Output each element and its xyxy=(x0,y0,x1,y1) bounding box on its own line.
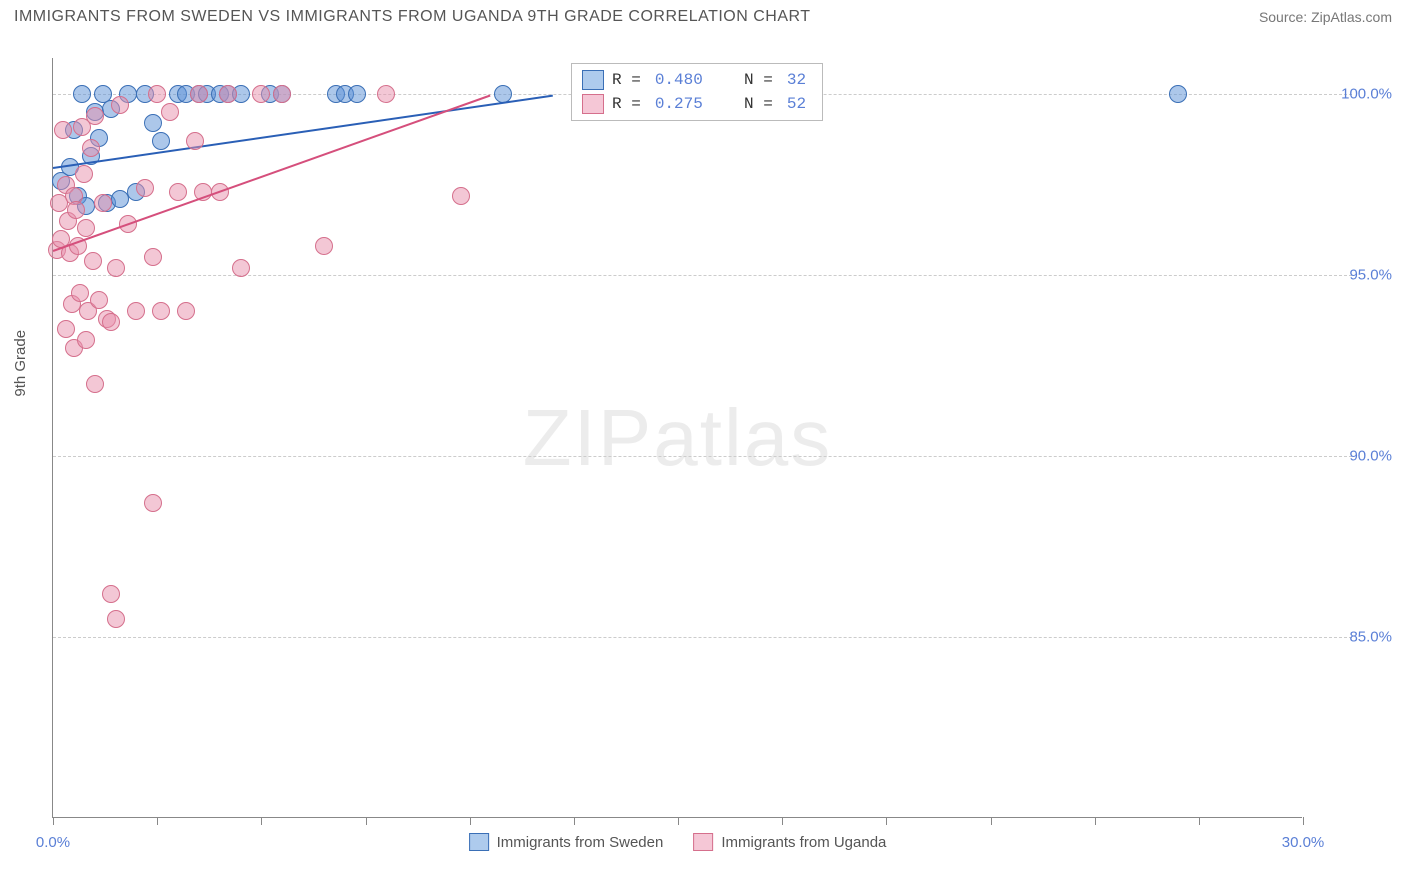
x-tick xyxy=(1303,817,1304,825)
x-tick-label: 0.0% xyxy=(36,834,70,851)
legend: Immigrants from Sweden Immigrants from Ug… xyxy=(469,833,887,851)
y-tick-label: 90.0% xyxy=(1349,448,1392,465)
x-tick xyxy=(53,817,54,825)
data-point xyxy=(86,107,104,125)
data-point xyxy=(219,85,237,103)
legend-item: Immigrants from Uganda xyxy=(693,833,886,851)
data-point xyxy=(107,259,125,277)
data-point xyxy=(169,183,187,201)
n-label: N = xyxy=(744,95,773,113)
series-swatch-icon xyxy=(582,94,604,114)
data-point xyxy=(54,121,72,139)
data-point xyxy=(75,165,93,183)
x-tick xyxy=(261,817,262,825)
data-point xyxy=(71,284,89,302)
data-point xyxy=(94,194,112,212)
data-point xyxy=(90,291,108,309)
scatter-chart: ZIPatlas 85.0%90.0%95.0%100.0%0.0%30.0%R… xyxy=(52,58,1302,818)
data-point xyxy=(273,85,291,103)
y-axis-label: 9th Grade xyxy=(12,330,29,397)
stat-row: R = 0.480 N = 32 xyxy=(582,68,812,92)
data-point xyxy=(82,139,100,157)
gridline xyxy=(53,275,1352,276)
chart-title: IMMIGRANTS FROM SWEDEN VS IMMIGRANTS FRO… xyxy=(14,8,811,26)
x-tick xyxy=(157,817,158,825)
y-tick-label: 95.0% xyxy=(1349,267,1392,284)
legend-swatch-icon xyxy=(469,833,489,851)
x-tick xyxy=(1199,817,1200,825)
data-point xyxy=(252,85,270,103)
data-point xyxy=(77,331,95,349)
x-tick xyxy=(782,817,783,825)
x-tick xyxy=(886,817,887,825)
data-point xyxy=(452,187,470,205)
data-point xyxy=(111,96,129,114)
data-point xyxy=(67,201,85,219)
data-point xyxy=(144,114,162,132)
data-point xyxy=(348,85,366,103)
gridline xyxy=(53,637,1352,638)
data-point xyxy=(177,302,195,320)
data-point xyxy=(102,313,120,331)
chart-header: IMMIGRANTS FROM SWEDEN VS IMMIGRANTS FRO… xyxy=(0,0,1406,32)
legend-label: Immigrants from Sweden xyxy=(497,834,664,851)
n-label: N = xyxy=(744,71,773,89)
data-point xyxy=(57,320,75,338)
chart-source: Source: ZipAtlas.com xyxy=(1259,9,1392,25)
x-tick xyxy=(678,817,679,825)
legend-swatch-icon xyxy=(693,833,713,851)
trend-line xyxy=(53,94,491,252)
data-point xyxy=(111,190,129,208)
data-point xyxy=(152,302,170,320)
r-label: R = xyxy=(612,95,641,113)
data-point xyxy=(148,85,166,103)
y-tick-label: 100.0% xyxy=(1341,86,1392,103)
x-tick xyxy=(470,817,471,825)
x-tick xyxy=(1095,817,1096,825)
data-point xyxy=(190,85,208,103)
n-value: 32 xyxy=(787,71,806,89)
data-point xyxy=(127,302,145,320)
correlation-stats-box: R = 0.480 N = 32 R = 0.275 N = 52 xyxy=(571,63,823,121)
data-point xyxy=(107,610,125,628)
x-tick xyxy=(574,817,575,825)
data-point xyxy=(86,375,104,393)
r-label: R = xyxy=(612,71,641,89)
gridline xyxy=(53,456,1352,457)
data-point xyxy=(144,494,162,512)
data-point xyxy=(84,252,102,270)
legend-label: Immigrants from Uganda xyxy=(721,834,886,851)
watermark: ZIPatlas xyxy=(523,392,832,484)
x-tick-label: 30.0% xyxy=(1282,834,1325,851)
data-point xyxy=(377,85,395,103)
x-tick xyxy=(991,817,992,825)
series-swatch-icon xyxy=(582,70,604,90)
data-point xyxy=(152,132,170,150)
data-point xyxy=(186,132,204,150)
data-point xyxy=(1169,85,1187,103)
data-point xyxy=(73,85,91,103)
stat-row: R = 0.275 N = 52 xyxy=(582,92,812,116)
data-point xyxy=(144,248,162,266)
data-point xyxy=(102,585,120,603)
y-tick-label: 85.0% xyxy=(1349,629,1392,646)
data-point xyxy=(136,179,154,197)
data-point xyxy=(315,237,333,255)
data-point xyxy=(77,219,95,237)
n-value: 52 xyxy=(787,95,806,113)
legend-item: Immigrants from Sweden xyxy=(469,833,664,851)
x-tick xyxy=(366,817,367,825)
r-value: 0.275 xyxy=(655,95,703,113)
r-value: 0.480 xyxy=(655,71,703,89)
data-point xyxy=(161,103,179,121)
data-point xyxy=(232,259,250,277)
